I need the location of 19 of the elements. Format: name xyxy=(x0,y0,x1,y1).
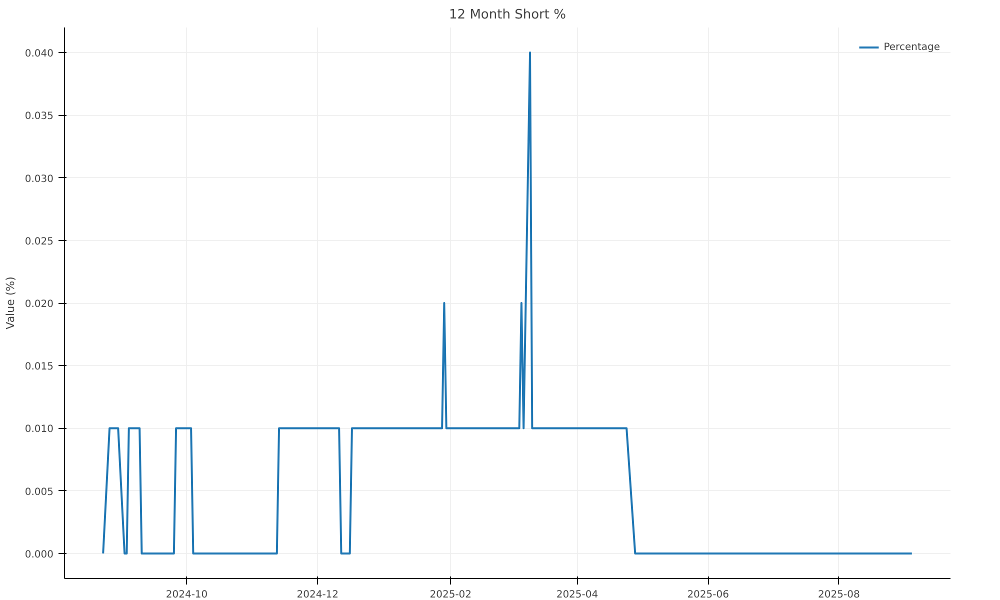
y-tick-label: 0.020 xyxy=(24,299,54,310)
x-tick-label: 2025-04 xyxy=(556,590,598,600)
y-tick-label: 0.005 xyxy=(24,486,54,498)
y-tick-label: 0.015 xyxy=(24,362,54,373)
y-tick-label: 0.030 xyxy=(24,174,54,185)
x-tick-label: 2025-08 xyxy=(818,590,860,600)
x-tick-label: 2024-10 xyxy=(166,590,208,600)
y-tick-label: 0.040 xyxy=(24,48,54,60)
chart-title: 12 Month Short % xyxy=(449,8,566,22)
y-tick-label: 0.000 xyxy=(24,549,54,560)
x-tick-label: 2025-06 xyxy=(687,590,729,600)
y-axis-title: Value (%) xyxy=(4,276,17,330)
x-tick-label: 2024-12 xyxy=(296,590,339,600)
legend-label: Percentage xyxy=(884,42,940,52)
y-tick-label: 0.010 xyxy=(24,424,54,436)
x-tick-label: 2025-02 xyxy=(430,590,472,600)
y-tick-label: 0.025 xyxy=(24,236,54,248)
line-series xyxy=(102,52,913,554)
y-tick-label: 0.035 xyxy=(24,111,54,122)
